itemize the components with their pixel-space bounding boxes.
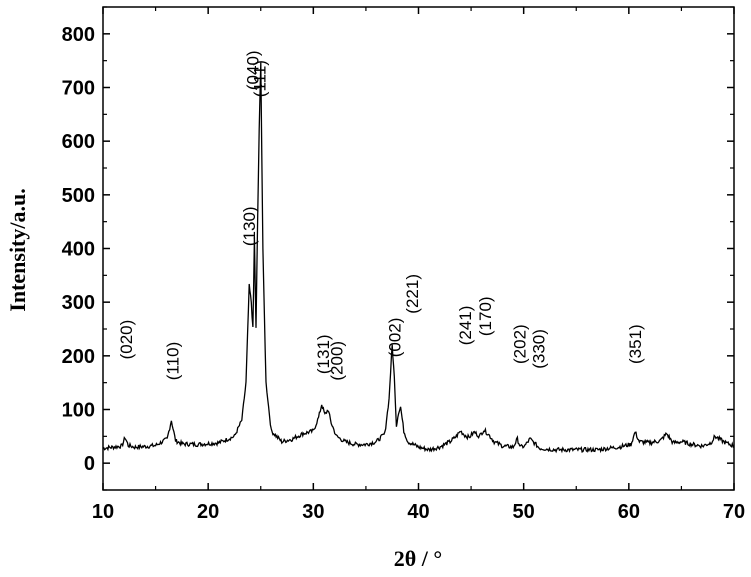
peak-label: (130): [240, 206, 259, 246]
x-tick-label: 30: [302, 501, 324, 523]
peak-label: (241): [456, 306, 475, 346]
y-tick-label: 500: [62, 185, 95, 207]
y-tick-label: 100: [62, 400, 95, 422]
y-tick-label: 400: [62, 239, 95, 261]
plot-frame: [103, 7, 734, 490]
y-tick-label: 200: [62, 346, 95, 368]
x-tick-label: 20: [197, 501, 219, 523]
peak-label: (111): [251, 60, 270, 97]
peak-label: (200): [328, 341, 347, 381]
peak-label: (221): [403, 274, 422, 314]
peak-label: (351): [626, 324, 645, 364]
peak-label: (170): [476, 296, 495, 336]
y-axis-title: Intensity/a.u.: [5, 188, 30, 311]
peak-label: (020): [117, 320, 136, 360]
y-tick-label: 700: [62, 78, 95, 100]
x-axis-title: 2θ / °: [394, 546, 442, 571]
x-tick-label: 10: [92, 501, 114, 523]
xrd-pattern-line: [103, 63, 734, 452]
x-tick-label: 50: [513, 501, 535, 523]
y-tick-label: 0: [84, 453, 95, 475]
peak-label: (202): [511, 324, 530, 364]
x-tick-label: 60: [618, 501, 640, 523]
y-tick-label: 800: [62, 24, 95, 46]
x-tick-label: 70: [723, 501, 745, 523]
y-tick-label: 300: [62, 292, 95, 314]
peak-label: (002): [385, 318, 404, 358]
peak-label: (110): [163, 342, 182, 380]
x-tick-label: 40: [407, 501, 429, 523]
y-tick-label: 600: [62, 131, 95, 153]
peak-label: (330): [529, 329, 548, 369]
peak-annotations: (020)(110)(130)(040)(111)(131)(200)(002)…: [117, 50, 645, 380]
